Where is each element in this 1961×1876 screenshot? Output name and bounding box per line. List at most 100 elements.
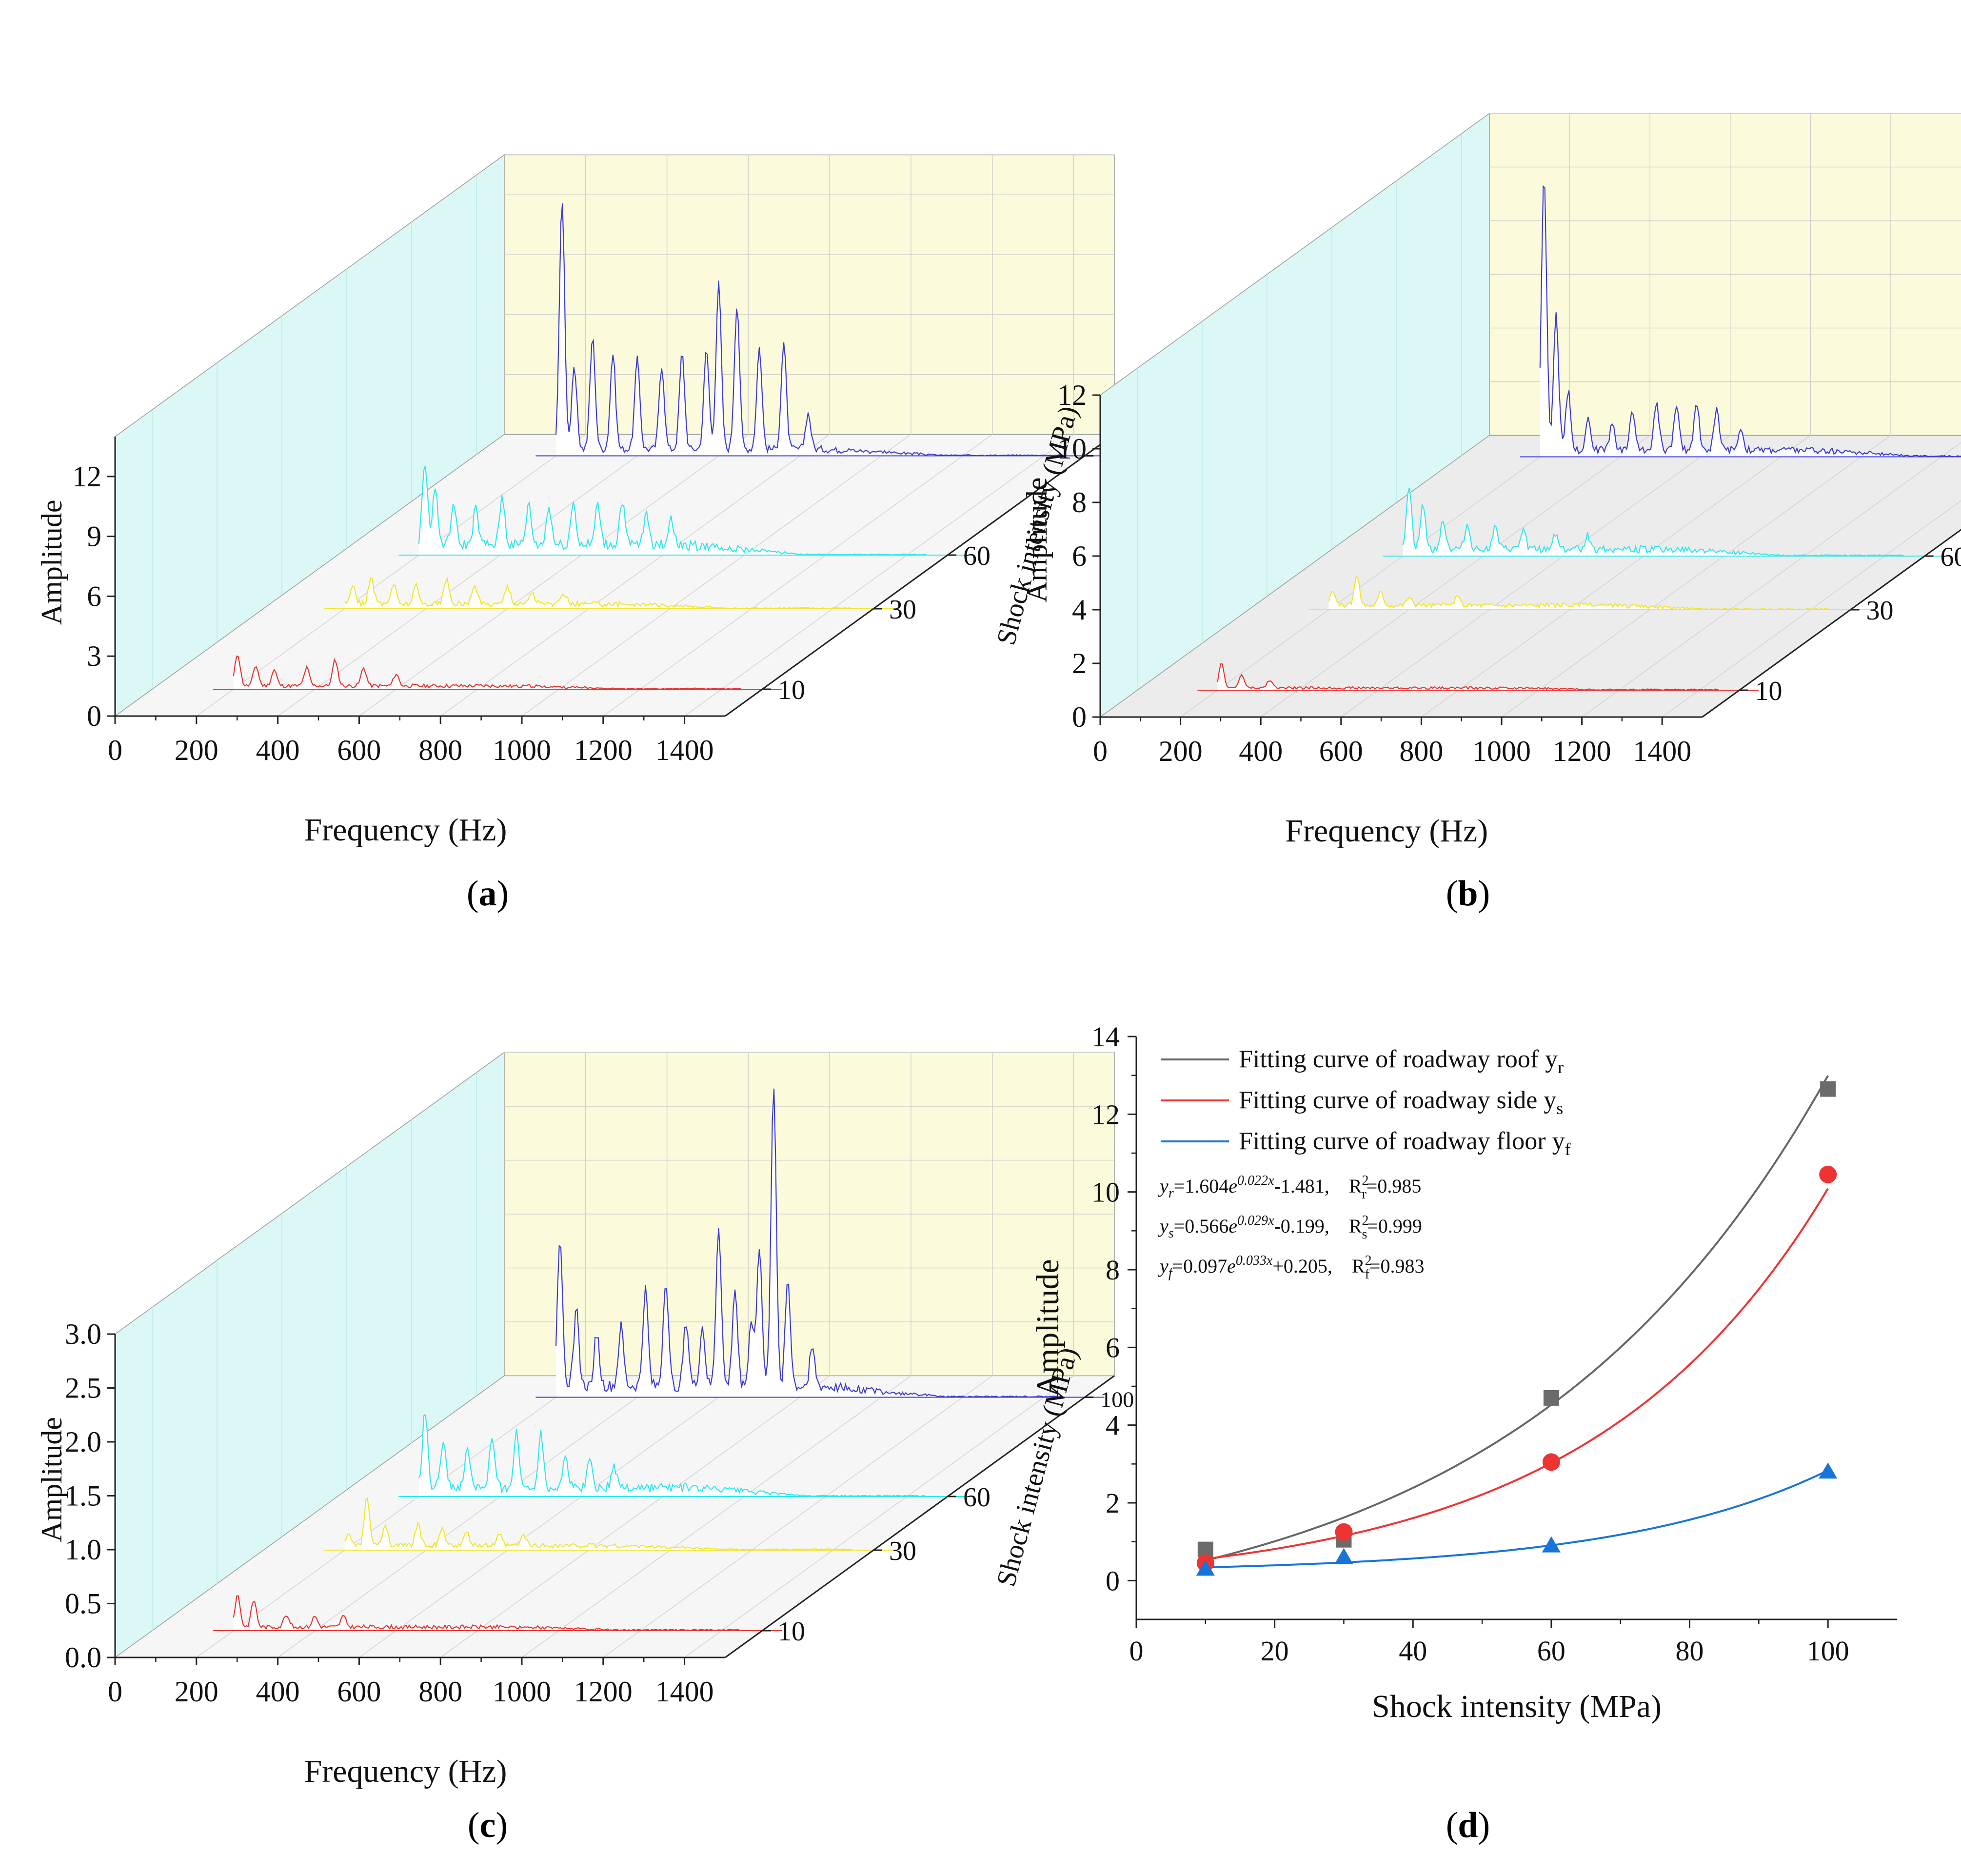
floor-gridline — [603, 434, 993, 717]
x-tick-label: 600 — [337, 1676, 381, 1708]
floor-gridline — [196, 434, 586, 717]
data-point-floor-10 — [1196, 1559, 1215, 1576]
eq-rsub: s — [1362, 1227, 1367, 1242]
eq-ysub: f — [1169, 1266, 1174, 1281]
data-point-side-30 — [1335, 1523, 1353, 1541]
x-axis-label: Frequency (Hz) — [1285, 813, 1488, 849]
legend-label-roof: Fitting curve of roadway roof yr — [1239, 1045, 1564, 1077]
eq-ysub: s — [1169, 1226, 1174, 1241]
floor-gridline — [440, 1375, 830, 1658]
series-line-100 — [1539, 185, 1961, 458]
floor-plane — [115, 434, 1114, 716]
x-tick-label: 1000 — [493, 734, 551, 766]
series-fill-100 — [556, 203, 1065, 456]
equation-floor: yf=0.097e0.033x+0.205, R2 f=0.983 — [1158, 1253, 1424, 1282]
z-axis — [725, 1375, 1115, 1658]
scatter-chart-d: 0 20 40 60 80 100 0 2 4 6 8 10 12 14 Shock intensity (… — [1030, 1021, 1897, 1724]
floor-plane — [115, 1376, 1114, 1657]
x-tick-label: 800 — [418, 734, 462, 766]
y-tick-label: 2.5 — [65, 1372, 101, 1404]
x-tick-label: 400 — [256, 1676, 300, 1708]
eq-ysub: r — [1169, 1186, 1174, 1201]
z-axis — [725, 434, 1115, 717]
z-axis — [1702, 529, 1961, 718]
caption-d: (d) — [1446, 1805, 1490, 1845]
x-tick-label: 400 — [256, 734, 300, 766]
y-tick-label: 0 — [1106, 1565, 1120, 1597]
x-tick-label: 1400 — [655, 1676, 714, 1708]
eq-y: y — [1158, 1215, 1169, 1237]
x-axis-label: Shock intensity (MPa) — [1372, 1689, 1662, 1724]
series-line-10 — [1217, 663, 1719, 691]
floor-gridline — [1421, 435, 1811, 718]
fit-curve-roof — [1205, 1075, 1829, 1562]
y-tick-label: 6 — [1106, 1332, 1120, 1363]
eq-val: =0.999 — [1367, 1215, 1422, 1237]
eq-r: R — [1349, 1215, 1362, 1237]
eq-exp: 0.029x — [1237, 1213, 1274, 1228]
y-tick-label: 9 — [87, 520, 101, 553]
y-tick-label: 3.0 — [65, 1318, 101, 1350]
y-tick-label: 2 — [1106, 1487, 1120, 1519]
eq-rsup: 2 — [1365, 1253, 1372, 1268]
equation-roof: yr=1.604e0.022x-1.481, R2 r=0.985 — [1158, 1173, 1421, 1202]
waterfall-chart-a: 0200400600800100012001400036912103060100… — [36, 154, 1134, 848]
x-tick-label: 1000 — [493, 1676, 551, 1708]
y-axis-label: Amplitude — [36, 500, 68, 625]
series-line-30 — [344, 1497, 852, 1551]
x-tick-label: 800 — [418, 1676, 462, 1708]
x-tick-label: 200 — [1159, 735, 1203, 767]
y-axis-label: Amplitude — [36, 1417, 68, 1542]
eq-b: -0.199, — [1274, 1215, 1329, 1237]
legend-label-floor: Fitting curve of roadway floor yf — [1239, 1127, 1571, 1159]
legend-subscript: r — [1558, 1058, 1564, 1077]
legend-subscript: s — [1556, 1098, 1563, 1118]
waterfall-chart-b: 0 200 400 600 800 1000 1200 1400 0 2 4 6 8 10 12 10 30 60… — [1021, 113, 1961, 849]
series-line-30 — [344, 577, 852, 610]
y-tick-label: 6 — [1072, 540, 1087, 572]
data-point-floor-30 — [1334, 1548, 1353, 1564]
eq-e: e — [1228, 1215, 1237, 1237]
series-line-100 — [555, 1088, 1064, 1398]
y-tick-label: 10 — [1057, 433, 1087, 465]
series-line-10 — [233, 655, 741, 690]
y-tick-label: 14 — [1091, 1021, 1120, 1053]
floor-gridline — [196, 1375, 586, 1658]
caption-b: (b) — [1446, 874, 1490, 914]
eq-rsub: r — [1362, 1187, 1367, 1202]
floor-gridline — [1180, 435, 1570, 718]
x-tick-label: 1000 — [1472, 735, 1531, 767]
y-tick-label: 0 — [1072, 701, 1087, 733]
series-fill-10 — [1217, 664, 1720, 690]
floor-gridline — [603, 1375, 993, 1658]
x-tick-label: 1200 — [574, 734, 633, 766]
series-fill-60 — [418, 1415, 928, 1497]
floor-gridline — [1662, 500, 1961, 718]
legend-text: Fitting curve of roadway roof y — [1239, 1045, 1558, 1073]
data-point-floor-100 — [1819, 1462, 1838, 1479]
x-tick-label: 100 — [1807, 1635, 1849, 1667]
y-tick-label: 0.5 — [65, 1588, 101, 1620]
back-wall — [504, 154, 1115, 435]
data-point-side-100 — [1819, 1165, 1837, 1183]
y-tick-label: 1.0 — [65, 1534, 101, 1566]
legend-subscript: f — [1565, 1139, 1571, 1159]
y-tick-label: 8 — [1106, 1254, 1120, 1286]
eq-a: =0.566 — [1174, 1215, 1229, 1237]
x-tick-label: 600 — [1319, 735, 1363, 767]
x-tick-label: 1400 — [1633, 735, 1691, 767]
equation-side: ys=0.566e0.029x-0.199, R2 s=0.999 — [1158, 1213, 1422, 1242]
eq-e: e — [1228, 1175, 1237, 1197]
y-tick-label: 4 — [1072, 594, 1087, 626]
x-axis-label: Frequency (Hz) — [304, 812, 507, 848]
z-tick-label: 10 — [1755, 676, 1783, 706]
eq-rsup: 2 — [1362, 1213, 1368, 1228]
y-tick-label: 1.5 — [65, 1480, 101, 1512]
floor-gridline — [1260, 435, 1650, 718]
y-tick-label: 2 — [1072, 647, 1087, 679]
floor-gridline — [440, 434, 830, 717]
series-fill-30 — [344, 578, 853, 609]
x-tick-label: 0 — [108, 1676, 122, 1708]
eq-val: =0.985 — [1367, 1175, 1422, 1197]
